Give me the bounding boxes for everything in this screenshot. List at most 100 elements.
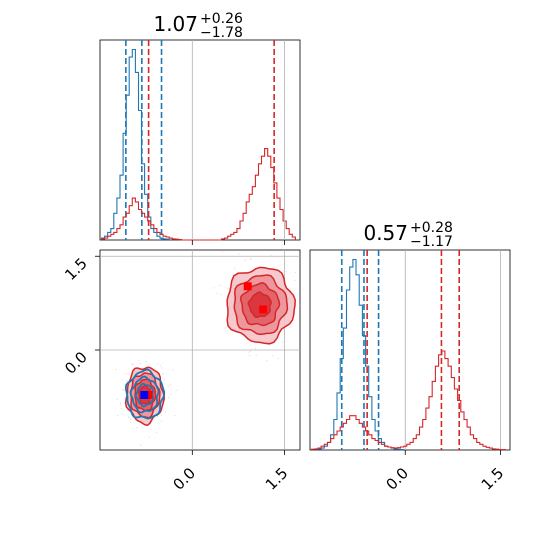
scatter-point	[174, 414, 176, 417]
scatter-point	[116, 398, 118, 400]
scatter-point	[120, 404, 122, 406]
scatter-point	[285, 271, 288, 273]
scatter-point	[127, 373, 129, 375]
scatter-point	[130, 418, 132, 420]
contour-group	[124, 266, 296, 426]
scatter-point	[255, 354, 257, 356]
scatter-point	[119, 402, 122, 404]
scatter-point	[145, 361, 148, 363]
blue-contour	[124, 368, 166, 420]
red-marker	[259, 305, 268, 314]
title-param-1-value: 1.07	[153, 12, 198, 36]
scatter-point	[294, 271, 297, 274]
scatter-point	[122, 389, 124, 391]
scatter-point	[148, 436, 150, 438]
scatter-point	[139, 363, 141, 365]
scatter-point	[136, 427, 138, 429]
scatter-point	[219, 284, 222, 287]
scatter-point	[162, 373, 164, 375]
scatter-point	[281, 341, 283, 343]
scatter-point	[220, 293, 222, 296]
title-param-2-lower-error: −1.17	[410, 234, 453, 250]
scatter-point	[140, 444, 142, 446]
scatter-point	[170, 393, 172, 396]
x-tick-label: 1.5	[262, 464, 292, 494]
scatter-point	[163, 379, 165, 381]
scatter-point	[249, 350, 252, 352]
scatter-point	[250, 257, 252, 260]
scatter-point	[155, 431, 158, 434]
title-param-1-lower-error: −1.78	[200, 25, 243, 41]
blue-contour	[134, 382, 155, 408]
histogram-series-1	[311, 350, 506, 451]
scatter-point	[250, 259, 252, 261]
scatter-point	[169, 384, 172, 386]
x-tick-label: 1.5	[478, 464, 508, 494]
x-tick-label: 0.0	[170, 464, 200, 494]
marginal-histogram-param-1	[99, 39, 301, 245]
scatter-point	[279, 255, 281, 258]
scatter-point	[127, 416, 130, 418]
title-param-2-value: 0.57	[363, 221, 408, 245]
scatter-point	[294, 279, 296, 282]
x-tick-label: 0.0	[382, 464, 412, 494]
y-tick-label: 1.5	[61, 254, 91, 284]
scatter-point	[272, 355, 274, 357]
scatter-point	[132, 417, 134, 419]
histogram-series-1	[100, 148, 296, 241]
scatter-point	[120, 407, 122, 410]
scatter-point	[161, 367, 163, 369]
marginal-histogram-param-2: 0.0 1.5	[309, 249, 511, 494]
scatter-point	[221, 251, 223, 253]
scatter-point	[277, 357, 280, 360]
y-tick-label: 0.0	[61, 348, 91, 378]
title-param-2-upper-error: +0.28	[410, 220, 453, 236]
scatter-point	[248, 354, 251, 357]
scatter-point	[131, 363, 134, 366]
scatter-point	[154, 367, 156, 370]
scatter-point	[213, 287, 215, 289]
scatter-point	[224, 327, 227, 329]
scatter-point	[244, 259, 246, 261]
scatter-point	[123, 389, 126, 392]
joint-contour-panel: 0.0 1.5 0.0 1.5	[61, 249, 301, 494]
scatter-point	[168, 396, 170, 399]
scatter-point	[242, 349, 245, 351]
scatter-point	[238, 253, 240, 255]
scatter-point	[266, 360, 268, 362]
histogram-frame	[99, 39, 301, 241]
scatter-point	[248, 351, 250, 353]
scatter-point	[172, 369, 174, 371]
scatter-point	[124, 373, 126, 375]
scatter-point	[176, 389, 179, 391]
scatter-point	[156, 415, 159, 417]
scatter-point	[137, 359, 140, 361]
scatter-point	[289, 326, 291, 329]
scatter-point	[298, 304, 301, 307]
title-param-1-upper-error: +0.26	[200, 11, 243, 27]
scatter-point	[126, 380, 128, 382]
scatter-point	[270, 255, 273, 257]
scatter-point	[160, 420, 163, 422]
scatter-point	[121, 379, 124, 381]
scatter-point	[228, 287, 230, 290]
red-marker	[144, 391, 153, 399]
scatter-point	[167, 385, 169, 387]
histogram-series-0	[100, 48, 170, 240]
scatter-point	[233, 268, 236, 270]
scatter-point	[227, 287, 229, 289]
scatter-point	[160, 365, 162, 367]
histogram-series-0	[317, 258, 405, 451]
blue-contour	[129, 375, 160, 414]
red-marker	[243, 282, 252, 291]
scatter-point	[157, 363, 159, 366]
scatter-point	[120, 413, 123, 415]
scatter-point	[254, 347, 257, 350]
blue-marker	[140, 391, 149, 399]
scatter-point	[161, 414, 163, 416]
scatter-point	[165, 411, 167, 413]
scatter-point	[130, 421, 132, 424]
scatter-point	[117, 415, 119, 417]
scatter-point	[216, 292, 218, 294]
